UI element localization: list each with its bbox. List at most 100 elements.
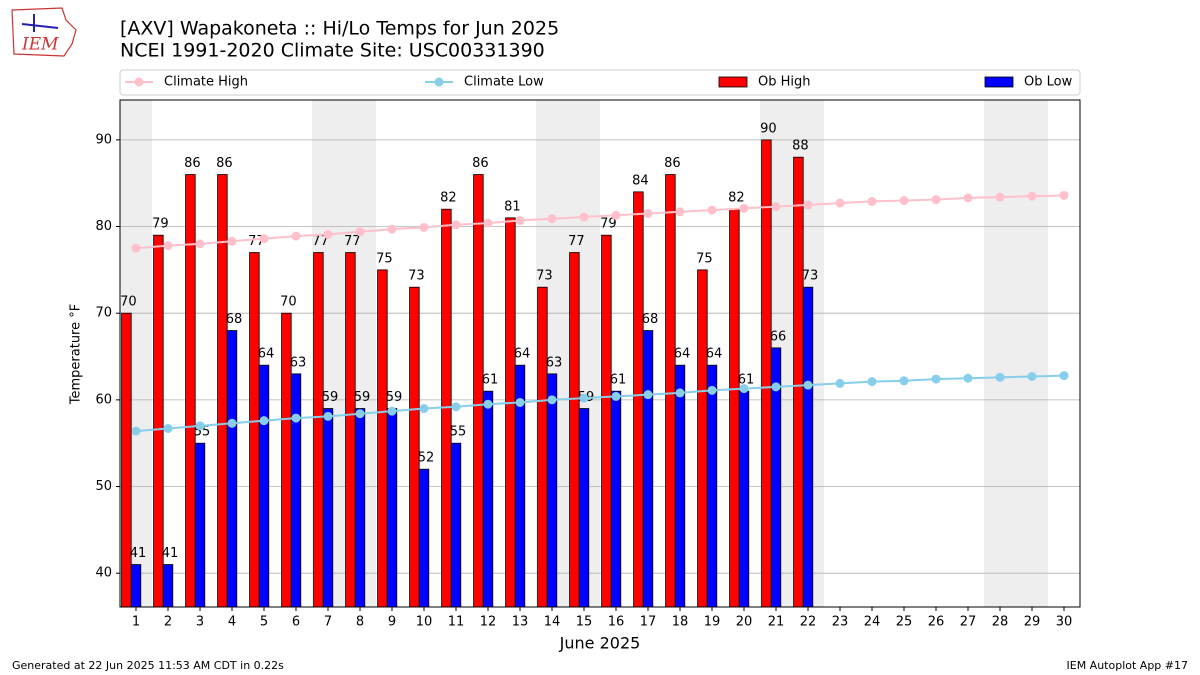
bar-value-label: 82 — [728, 191, 745, 206]
logo: IEM — [11, 7, 77, 57]
bar-value-label: 77 — [568, 234, 585, 249]
bar — [601, 234, 612, 608]
x-tick-label: 4 — [228, 615, 236, 630]
bar-value-label: 59 — [354, 390, 371, 405]
bar — [610, 390, 622, 608]
bar-value-label: 79 — [600, 217, 617, 232]
line-point — [355, 227, 365, 237]
bar — [354, 408, 366, 608]
line-point — [163, 423, 173, 433]
line-point — [259, 416, 269, 426]
line-point — [291, 231, 301, 241]
bar — [729, 208, 740, 608]
bar-value-label: 73 — [408, 269, 425, 284]
line-point — [771, 202, 781, 212]
x-tick-label: 26 — [928, 615, 945, 630]
bar-value-label: 75 — [696, 251, 713, 266]
line-point — [995, 192, 1005, 202]
line-point — [323, 229, 333, 239]
line-point — [675, 207, 685, 217]
plot-frame — [119, 99, 1081, 608]
bar-value-label: 59 — [386, 390, 403, 405]
footer-right: IEM Autoplot App #17 — [1067, 659, 1189, 672]
line-point — [835, 378, 845, 388]
legend-marker — [134, 77, 144, 87]
bar — [418, 468, 430, 608]
line-point — [355, 409, 365, 419]
weekend-shade — [1016, 100, 1048, 607]
x-tick-label: 1 — [132, 615, 140, 630]
line-point — [739, 203, 749, 213]
line-point — [195, 239, 205, 249]
line-point — [451, 402, 461, 412]
bar-value-label: 75 — [376, 251, 393, 266]
line-point — [483, 399, 493, 409]
x-tick-label: 21 — [768, 615, 785, 630]
x-tick-label: 30 — [1056, 615, 1073, 630]
x-tick-label: 23 — [832, 615, 849, 630]
line-point — [707, 205, 717, 215]
bar-value-label: 55 — [450, 425, 467, 440]
bar — [313, 252, 324, 608]
x-tick-label: 22 — [800, 615, 817, 630]
y-tick-label: 80 — [95, 219, 112, 234]
line-point — [227, 418, 237, 428]
bar — [761, 139, 772, 608]
line-point — [963, 373, 973, 383]
x-tick-label: 17 — [640, 615, 657, 630]
y-tick-label: 90 — [95, 132, 112, 147]
logo-text: IEM — [21, 35, 59, 55]
bar-value-label: 77 — [312, 234, 329, 249]
line-point — [515, 397, 525, 407]
footer-left: Generated at 22 Jun 2025 11:53 AM CDT in… — [12, 659, 284, 672]
line — [135, 194, 1065, 250]
bar — [569, 252, 580, 608]
x-tick-label: 2 — [164, 615, 172, 630]
line-point — [579, 393, 589, 403]
line-point — [899, 196, 909, 206]
bar — [121, 312, 132, 608]
bar-value-label: 70 — [120, 295, 137, 310]
bar-value-label: 81 — [504, 199, 521, 214]
bar-value-label: 59 — [322, 390, 339, 405]
line-point — [419, 404, 429, 414]
bar-value-label: 64 — [706, 347, 723, 362]
line-point — [963, 193, 973, 203]
bar-value-label: 63 — [546, 355, 563, 370]
line-point — [867, 196, 877, 206]
bar — [345, 252, 356, 608]
bar — [482, 390, 494, 608]
bar — [258, 364, 270, 608]
x-tick-label: 10 — [416, 615, 433, 630]
y-axis-label: Temperature °F — [69, 304, 84, 405]
line-point — [579, 212, 589, 222]
legend-marker — [434, 77, 444, 87]
x-tick-label: 19 — [704, 615, 721, 630]
bar — [537, 286, 548, 608]
bar-value-label: 61 — [482, 373, 499, 388]
line-point — [547, 214, 557, 224]
x-tick-label: 11 — [448, 615, 465, 630]
line-point — [803, 380, 813, 390]
line — [135, 374, 1065, 433]
bar-value-label: 63 — [290, 355, 307, 370]
y-tick-label: 70 — [95, 306, 112, 321]
x-tick-label: 29 — [1024, 615, 1041, 630]
bar — [409, 286, 420, 608]
bar-value-label: 64 — [514, 347, 531, 362]
line-point — [291, 413, 301, 423]
line-point — [1027, 191, 1037, 201]
bar-value-label: 41 — [130, 546, 147, 561]
bar-value-label: 68 — [642, 312, 659, 327]
line-point — [227, 236, 237, 246]
x-tick-label: 7 — [324, 615, 332, 630]
line-point — [131, 426, 141, 436]
legend-label: Ob High — [758, 75, 811, 90]
line-point — [867, 377, 877, 387]
bar — [290, 373, 302, 608]
line-point — [803, 200, 813, 210]
x-tick-label: 25 — [896, 615, 913, 630]
bar-value-label: 64 — [674, 347, 691, 362]
bar — [162, 564, 174, 608]
line-point — [163, 241, 173, 251]
